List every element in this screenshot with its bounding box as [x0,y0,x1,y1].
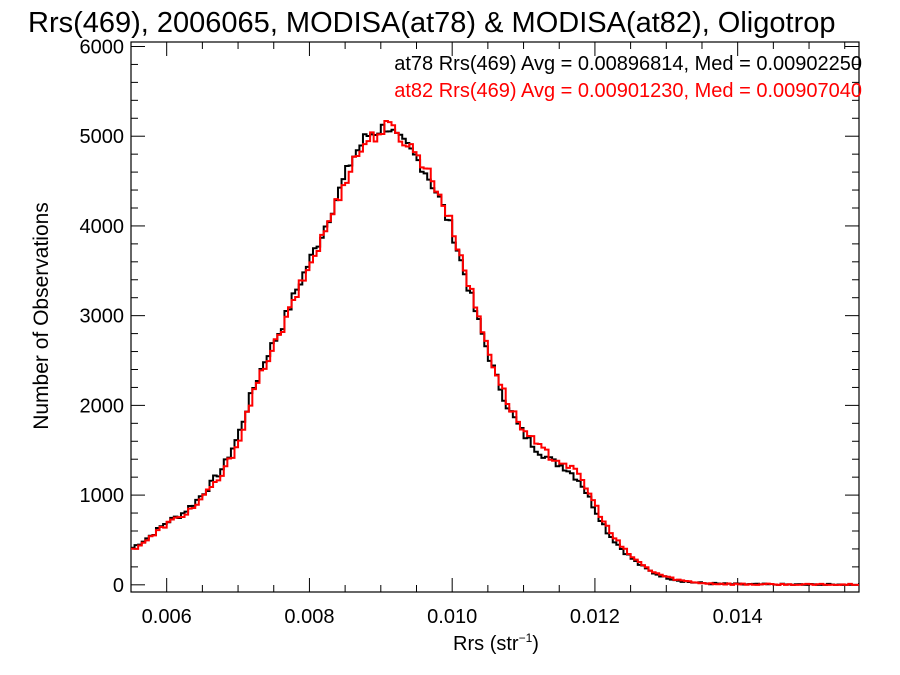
y-tick-label: 2000 [80,395,125,417]
chart-title: Rrs(469), 2006065, MODISA(at78) & MODISA… [28,7,835,39]
y-tick-label: 6000 [80,36,125,58]
x-tick-label: 0.008 [284,606,334,628]
plot-border [130,41,860,593]
legend-entry-at82: at82 Rrs(469) Avg = 0.00901230, Med = 0.… [394,80,862,102]
x-axis-label-tail: ) [532,633,539,655]
y-tick-label: 4000 [80,216,125,238]
y-tick-label: 5000 [80,126,125,148]
x-axis-label-superscript: −1 [519,631,533,645]
series-lines [131,119,859,586]
y-tick-label: 3000 [80,306,125,328]
x-tick-label: 0.012 [570,606,620,628]
x-axis-label: Rrs (str−1) [453,631,539,655]
x-tick-label: 0.006 [142,606,192,628]
y-axis-label: Number of Observations [30,202,53,430]
legend: at78 Rrs(469) Avg = 0.00896814, Med = 0.… [394,53,862,102]
y-tick-label: 1000 [80,485,125,507]
y-tick-labels: 0 1000 2000 3000 4000 5000 6000 [80,36,125,596]
series-line-at82 [131,119,859,586]
axis-ticks [130,42,859,592]
legend-entry-at78: at78 Rrs(469) Avg = 0.00896814, Med = 0.… [394,53,862,75]
x-tick-labels: 0.006 0.008 0.010 0.012 0.014 [142,606,763,628]
x-tick-label: 0.014 [713,606,763,628]
x-axis-label-main: Rrs (str [453,633,519,655]
y-tick-label: 0 [113,575,124,597]
plot-frame [130,41,860,593]
series-line-at78 [131,123,859,586]
x-tick-label: 0.010 [427,606,477,628]
